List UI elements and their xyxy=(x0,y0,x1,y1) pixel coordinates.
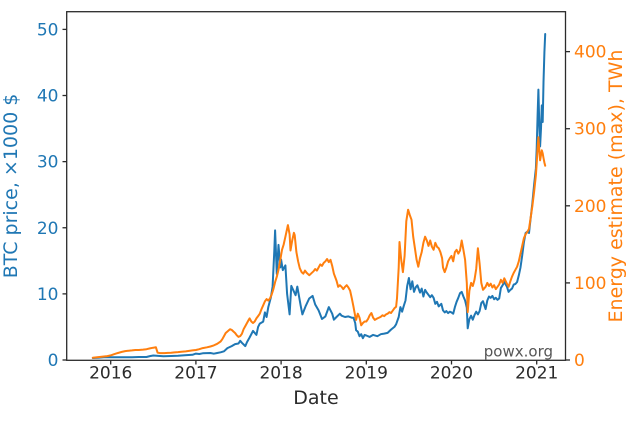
energy-estimate-line xyxy=(91,136,547,359)
series-lines xyxy=(91,33,547,359)
x-axis-label: Date xyxy=(293,387,338,409)
x-tick-label: 2017 xyxy=(174,364,217,384)
right-tick-label: 300 xyxy=(574,120,606,140)
x-tick-label: 2019 xyxy=(345,364,388,384)
btc-price-line xyxy=(91,33,547,359)
left-axis-ticks: 0 10 20 30 40 50 xyxy=(37,20,67,371)
x-tick-label: 2020 xyxy=(430,364,473,384)
right-tick-label: 0 xyxy=(574,351,585,371)
x-axis-ticks: 2016 2017 2018 2019 2020 2021 xyxy=(89,360,558,384)
watermark-text: powx.org xyxy=(484,343,553,361)
x-tick-label: 2018 xyxy=(259,364,302,384)
left-tick-label: 10 xyxy=(37,285,59,305)
right-tick-label: 100 xyxy=(574,274,606,294)
left-axis-label: BTC price, ×1000 $ xyxy=(0,94,22,279)
left-tick-label: 40 xyxy=(37,87,59,107)
right-tick-label: 200 xyxy=(574,197,606,217)
x-tick-label: 2021 xyxy=(515,364,558,384)
right-axis-ticks: 0 100 200 300 400 xyxy=(565,43,606,371)
x-tick-label: 2016 xyxy=(89,364,132,384)
right-axis-label: Energy estimate (max), TWh xyxy=(605,50,627,323)
left-tick-label: 0 xyxy=(48,351,59,371)
left-tick-label: 30 xyxy=(37,153,59,173)
right-tick-label: 400 xyxy=(574,43,606,63)
left-tick-label: 20 xyxy=(37,219,59,239)
plot-frame xyxy=(66,11,567,361)
left-tick-label: 50 xyxy=(37,20,59,40)
